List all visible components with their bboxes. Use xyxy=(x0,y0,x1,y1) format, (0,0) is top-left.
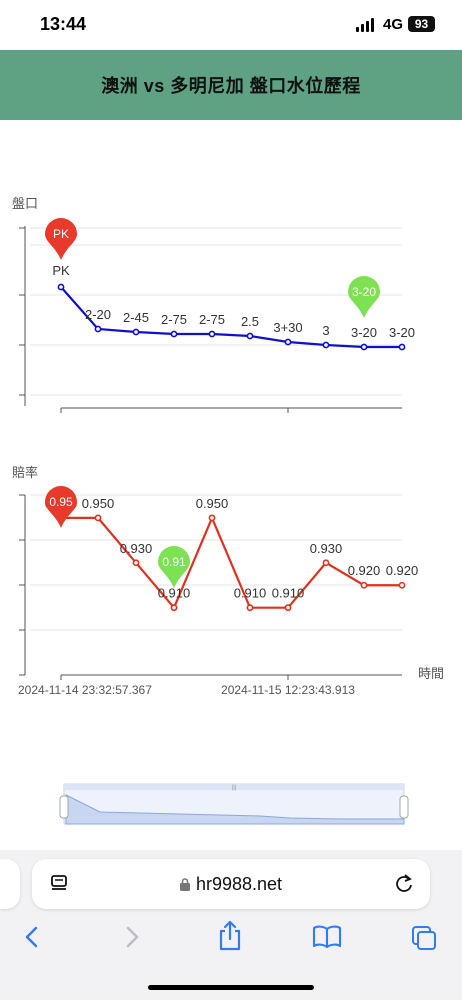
handicap-point xyxy=(398,343,406,351)
odds-point xyxy=(208,514,216,522)
x-axis-title: 時間 xyxy=(418,666,444,681)
handicap-point xyxy=(208,330,216,338)
odds-data-label: 0.910 xyxy=(234,586,267,601)
max-marker-pin-label: 0.95 xyxy=(49,495,73,509)
handicap-point xyxy=(132,328,140,336)
home-indicator xyxy=(148,985,314,990)
status-time: 13:44 xyxy=(40,14,87,34)
reader-icon[interactable] xyxy=(50,873,70,893)
odds-point xyxy=(170,604,178,612)
y-axis-title: 盤口 xyxy=(12,196,38,211)
odds-point xyxy=(360,581,368,589)
min-marker-pin: 0.91 xyxy=(158,546,190,588)
odds-data-label: 0.950 xyxy=(82,496,115,511)
handicap-data-label: 3 xyxy=(322,323,329,338)
odds-point xyxy=(398,581,406,589)
url-bar[interactable]: hr9988.net xyxy=(32,859,430,909)
odds-data-label: 0.950 xyxy=(196,496,229,511)
data-zoom-slider[interactable]: ||| xyxy=(0,0,462,850)
max-marker-pin: PK xyxy=(45,218,77,260)
handicap-data-label: 2-45 xyxy=(123,310,149,325)
odds-point xyxy=(284,604,292,612)
odds-point xyxy=(246,604,254,612)
handicap-point xyxy=(170,330,178,338)
min-marker-pin-label: 3-20 xyxy=(352,285,376,299)
handicap-point xyxy=(94,325,102,333)
handicap-data-label: 3+30 xyxy=(273,320,302,335)
handicap-point xyxy=(284,338,292,346)
handicap-point xyxy=(246,332,254,340)
handicap-data-label: 3-20 xyxy=(389,325,415,340)
zoom-handle-icon[interactable] xyxy=(59,795,69,819)
status-bar: 13:44 4G 93 xyxy=(0,0,462,50)
battery-indicator: 93 xyxy=(408,16,435,32)
handicap-chart: 盤口 PK 2-20 2-45 2-75 2-75 2.5 3+30 3 3-20 3-20 PK 3-… xyxy=(12,196,415,413)
handicap-point xyxy=(360,343,368,351)
odds-data-label: 0.930 xyxy=(120,541,153,556)
page-title: 澳洲 vs 多明尼加 盤口水位歷程 xyxy=(101,76,361,96)
network-type: 4G xyxy=(383,16,404,33)
handicap-series-line xyxy=(60,286,402,349)
x-tick-label: 2024-11-15 12:23:43.913 xyxy=(221,683,355,697)
handicap-data-label: PK xyxy=(52,263,70,278)
odds-data-label: 0.920 xyxy=(348,563,381,578)
signal-icon xyxy=(356,18,378,32)
handicap-point xyxy=(57,283,65,291)
url-text: hr9988.net xyxy=(195,874,283,894)
bookmarks-icon[interactable] xyxy=(312,924,342,950)
x-tick-label: 2024-11-14 23:32:57.367 xyxy=(18,683,152,697)
lock-icon xyxy=(179,875,190,891)
odds-data-label: 0.910 xyxy=(272,586,305,601)
odds-data-label: 0.930 xyxy=(310,541,343,556)
max-marker-pin-label: PK xyxy=(53,227,69,241)
min-marker-pin: 3-20 xyxy=(348,276,380,318)
forward-icon[interactable] xyxy=(122,925,142,949)
odds-data-label: 0.910 xyxy=(158,586,191,601)
page-header: 澳洲 vs 多明尼加 盤口水位歷程 xyxy=(0,50,462,120)
handicap-data-label: 2-75 xyxy=(199,312,225,327)
odds-series-line xyxy=(61,515,402,610)
reload-icon[interactable] xyxy=(394,873,414,895)
previous-tab-card[interactable] xyxy=(0,859,20,909)
odds-point xyxy=(322,559,330,567)
handicap-point xyxy=(322,341,330,349)
handicap-data-label: 3-20 xyxy=(351,325,377,340)
odds-point xyxy=(94,514,102,522)
svg-text:|||: ||| xyxy=(232,785,237,791)
max-marker-pin: 0.95 xyxy=(45,486,77,528)
zoom-handle-icon[interactable] xyxy=(399,795,409,819)
handicap-data-label: 2-75 xyxy=(161,312,187,327)
y-axis-title: 賠率 xyxy=(12,465,38,480)
back-icon[interactable] xyxy=(22,925,42,949)
odds-data-label: 0.920 xyxy=(386,563,419,578)
share-icon[interactable] xyxy=(216,920,244,952)
handicap-data-label: 2.5 xyxy=(241,314,259,329)
url-display[interactable]: hr9988.net xyxy=(32,874,430,895)
odds-point xyxy=(132,559,140,567)
min-marker-pin-label: 0.91 xyxy=(162,555,186,569)
tabs-icon[interactable] xyxy=(410,924,438,952)
handicap-data-label: 2-20 xyxy=(85,307,111,322)
